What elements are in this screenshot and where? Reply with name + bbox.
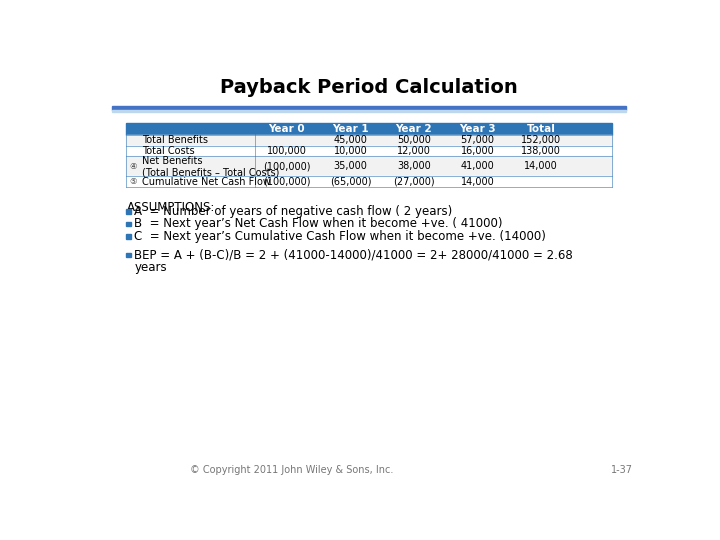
Bar (127, 234, 131, 239)
Text: 14,000: 14,000 (461, 177, 495, 187)
Text: Total Costs: Total Costs (142, 146, 194, 156)
Text: 138,000: 138,000 (521, 146, 561, 156)
Bar (127, 222, 131, 226)
Text: 12,000: 12,000 (397, 146, 431, 156)
Text: Net Benefits
(Total Benefits – Total Costs): Net Benefits (Total Benefits – Total Cos… (142, 156, 279, 177)
Text: years: years (134, 261, 167, 274)
Text: (27,000): (27,000) (393, 177, 435, 187)
Text: A  = Number of years of negative cash flow ( 2 years): A = Number of years of negative cash flo… (134, 205, 452, 218)
Text: Payback Period Calculation: Payback Period Calculation (220, 78, 518, 97)
Text: 35,000: 35,000 (333, 161, 367, 171)
Text: Total: Total (526, 124, 556, 134)
Bar (127, 123, 611, 135)
Text: ⑤: ⑤ (130, 177, 137, 186)
Text: ④: ④ (130, 162, 137, 171)
Text: 41,000: 41,000 (461, 161, 495, 171)
Text: 1-37: 1-37 (611, 465, 632, 475)
Text: 100,000: 100,000 (267, 146, 307, 156)
Text: © Copyright 2011 John Wiley & Sons, Inc.: © Copyright 2011 John Wiley & Sons, Inc. (190, 465, 393, 475)
Text: B  = Next year’s Net Cash Flow when it become +ve. ( 41000): B = Next year’s Net Cash Flow when it be… (134, 218, 503, 231)
Text: 38,000: 38,000 (397, 161, 431, 171)
Bar (127, 146, 611, 157)
Text: Cumulative Net Cash Flow: Cumulative Net Cash Flow (142, 177, 271, 187)
Text: (100,000): (100,000) (263, 161, 310, 171)
Text: 50,000: 50,000 (397, 135, 431, 145)
Text: C  = Next year’s Cumulative Cash Flow when it become +ve. (14000): C = Next year’s Cumulative Cash Flow whe… (134, 230, 546, 243)
Text: Year 2: Year 2 (395, 124, 432, 134)
Bar (127, 135, 611, 146)
Bar (127, 177, 611, 187)
Text: ASSUMPTIONS:: ASSUMPTIONS: (127, 201, 215, 214)
Bar (112, 110, 626, 112)
Text: Year 1: Year 1 (332, 124, 369, 134)
Text: 57,000: 57,000 (461, 135, 495, 145)
Text: (100,000): (100,000) (263, 177, 310, 187)
Text: BEP = A + (B-C)/B = 2 + (41000-14000)/41000 = 2+ 28000/41000 = 2.68: BEP = A + (B-C)/B = 2 + (41000-14000)/41… (134, 248, 573, 261)
Bar (112, 106, 626, 110)
Text: Total Benefits: Total Benefits (142, 135, 208, 145)
Text: Year 0: Year 0 (269, 124, 305, 134)
Text: (65,000): (65,000) (330, 177, 371, 187)
Bar (127, 253, 131, 258)
Text: 45,000: 45,000 (333, 135, 367, 145)
Text: 14,000: 14,000 (524, 161, 558, 171)
Text: 152,000: 152,000 (521, 135, 561, 145)
Bar (127, 210, 131, 214)
Text: Year 3: Year 3 (459, 124, 496, 134)
Bar (127, 157, 611, 177)
Text: 16,000: 16,000 (461, 146, 495, 156)
Text: 10,000: 10,000 (333, 146, 367, 156)
